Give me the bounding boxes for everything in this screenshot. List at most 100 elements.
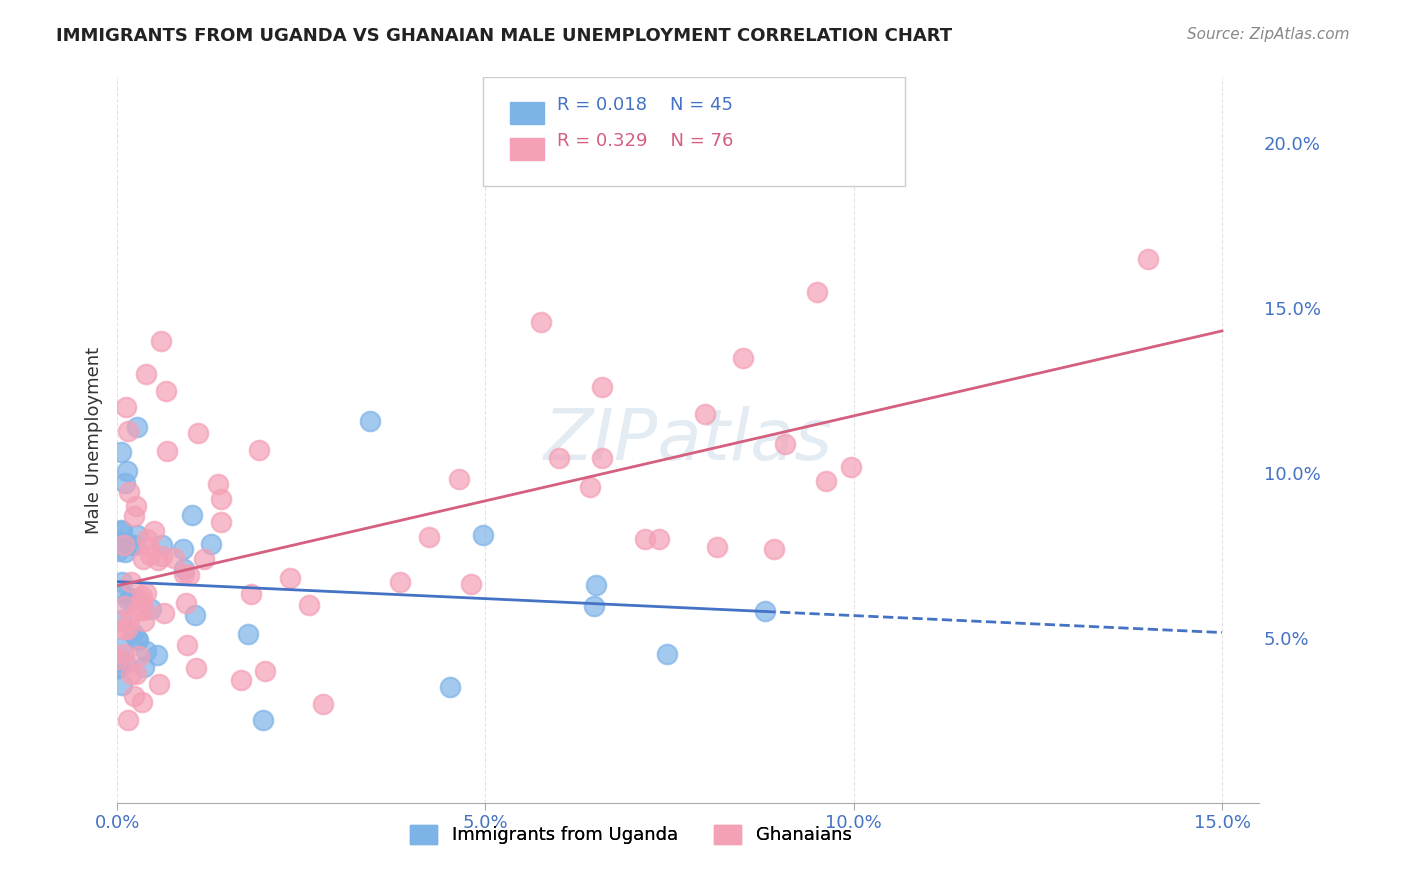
Point <box>439 680 461 694</box>
Point <box>122 509 145 524</box>
Point <box>120 591 142 605</box>
Point <box>111 678 134 692</box>
Point <box>132 551 155 566</box>
Point <box>418 530 440 544</box>
Point <box>238 626 260 640</box>
Point <box>207 477 229 491</box>
Point <box>117 425 139 439</box>
Point <box>111 524 134 538</box>
Point <box>633 532 655 546</box>
Point <box>150 549 173 563</box>
Point <box>591 379 613 393</box>
Point <box>145 648 167 663</box>
Point <box>107 660 129 674</box>
Point <box>449 472 471 486</box>
Point <box>117 713 139 727</box>
Point <box>117 464 139 478</box>
Point <box>132 603 155 617</box>
Point <box>131 589 153 603</box>
Point <box>118 485 141 500</box>
Point <box>773 437 796 451</box>
Point <box>143 524 166 539</box>
Point <box>125 420 148 434</box>
Text: ZIPatlas: ZIPatlas <box>544 406 832 475</box>
Point <box>706 541 728 555</box>
Point <box>585 578 607 592</box>
Point <box>107 661 129 675</box>
Point <box>111 640 134 654</box>
Point <box>297 598 319 612</box>
Point <box>110 523 132 537</box>
Point <box>172 542 194 557</box>
FancyBboxPatch shape <box>510 102 544 124</box>
Point <box>127 633 149 648</box>
Point <box>460 576 482 591</box>
Point <box>107 543 129 558</box>
Point <box>114 599 136 614</box>
Point <box>180 508 202 522</box>
Text: R = 0.018    N = 45: R = 0.018 N = 45 <box>557 96 733 114</box>
FancyBboxPatch shape <box>482 78 905 186</box>
Point <box>173 562 195 576</box>
Point <box>150 538 173 552</box>
Point <box>148 677 170 691</box>
Point <box>124 689 146 703</box>
Point <box>111 575 134 590</box>
Point <box>657 648 679 662</box>
Point <box>209 492 232 507</box>
Point <box>127 592 149 607</box>
Point <box>114 544 136 558</box>
Point <box>112 538 135 552</box>
Point <box>252 713 274 727</box>
Point <box>110 613 132 627</box>
Point <box>359 414 381 428</box>
Y-axis label: Male Unemployment: Male Unemployment <box>86 346 103 533</box>
Point <box>134 660 156 674</box>
Point <box>1137 252 1160 266</box>
Point <box>839 460 862 475</box>
Text: Source: ZipAtlas.com: Source: ZipAtlas.com <box>1187 27 1350 42</box>
Point <box>117 593 139 607</box>
Point <box>278 571 301 585</box>
Point <box>579 480 602 494</box>
Point <box>118 538 141 552</box>
Point <box>118 613 141 627</box>
Point <box>193 552 215 566</box>
Point <box>141 602 163 616</box>
Point <box>120 667 142 681</box>
Point <box>114 400 136 414</box>
Point <box>150 334 173 348</box>
Point <box>229 673 252 687</box>
Point <box>174 596 197 610</box>
Point <box>754 605 776 619</box>
Point <box>135 367 157 381</box>
Point <box>125 499 148 513</box>
Point <box>762 541 785 556</box>
Point <box>815 475 838 489</box>
Point <box>209 516 232 530</box>
Point <box>112 647 135 661</box>
Point <box>173 567 195 582</box>
Point <box>591 450 613 465</box>
Point <box>122 538 145 552</box>
Point <box>163 550 186 565</box>
Point <box>131 695 153 709</box>
Point <box>647 532 669 546</box>
Point <box>156 443 179 458</box>
Point <box>110 444 132 458</box>
Point <box>582 599 605 613</box>
Point <box>153 607 176 621</box>
Point <box>471 528 494 542</box>
Point <box>184 661 207 675</box>
Point <box>114 657 136 671</box>
Point <box>120 574 142 589</box>
Point <box>155 384 177 398</box>
Point <box>183 608 205 623</box>
Text: R = 0.329    N = 76: R = 0.329 N = 76 <box>557 132 733 150</box>
Point <box>138 540 160 554</box>
Point <box>187 426 209 441</box>
Point <box>107 533 129 548</box>
Point <box>127 528 149 542</box>
Point <box>176 639 198 653</box>
Legend: Immigrants from Uganda, Ghanaians: Immigrants from Uganda, Ghanaians <box>404 818 859 852</box>
